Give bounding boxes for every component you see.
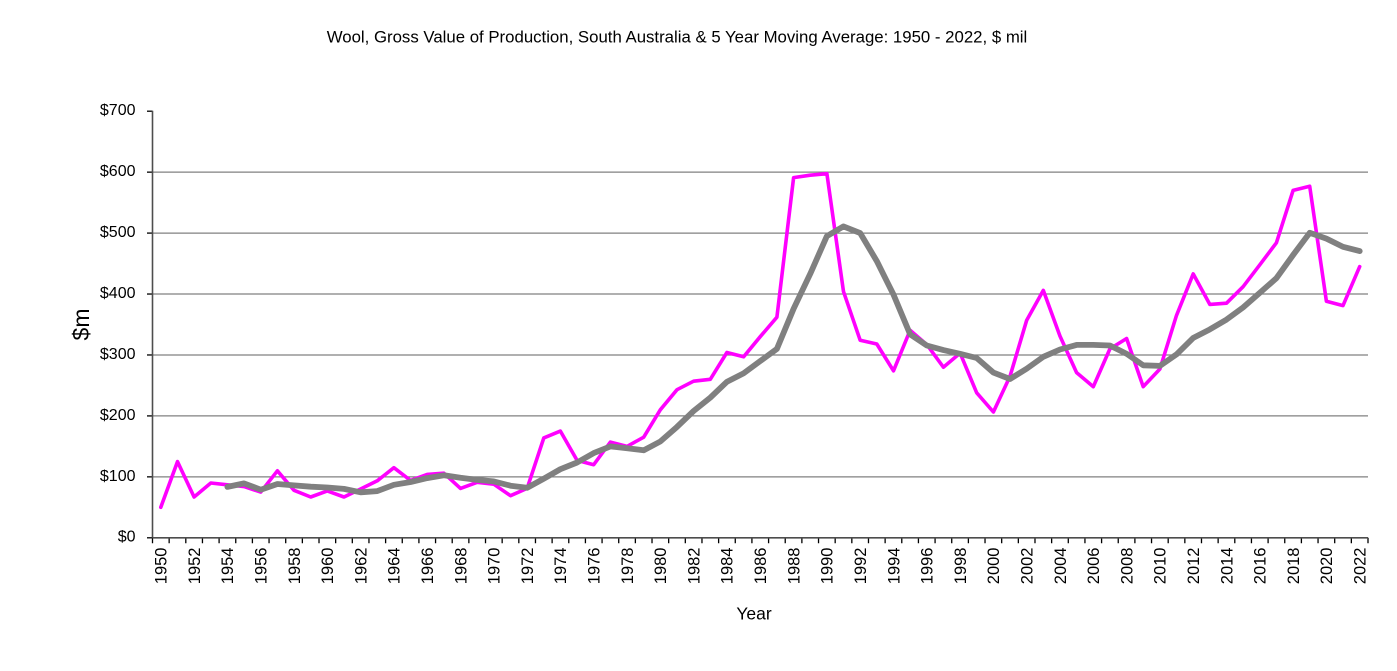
- svg-text:2006: 2006: [1085, 548, 1103, 585]
- svg-text:2002: 2002: [1019, 548, 1037, 585]
- svg-text:2014: 2014: [1218, 548, 1236, 585]
- svg-text:$300: $300: [100, 346, 136, 363]
- svg-text:1966: 1966: [419, 548, 437, 585]
- svg-text:2012: 2012: [1185, 548, 1203, 585]
- svg-text:1974: 1974: [552, 548, 570, 585]
- svg-text:1984: 1984: [719, 548, 737, 585]
- svg-text:2022: 2022: [1352, 548, 1370, 585]
- svg-text:$700: $700: [100, 102, 136, 119]
- svg-text:$m: $m: [68, 309, 94, 341]
- svg-text:1990: 1990: [819, 548, 837, 585]
- svg-text:$200: $200: [100, 407, 136, 424]
- svg-text:1962: 1962: [352, 548, 370, 585]
- svg-text:Year: Year: [736, 604, 772, 624]
- svg-text:1994: 1994: [885, 548, 903, 585]
- svg-text:1956: 1956: [253, 548, 271, 585]
- svg-text:1960: 1960: [319, 548, 337, 585]
- svg-text:1998: 1998: [952, 548, 970, 585]
- svg-text:1986: 1986: [752, 548, 770, 585]
- svg-text:2000: 2000: [985, 548, 1003, 585]
- svg-text:1976: 1976: [586, 548, 604, 585]
- svg-text:2010: 2010: [1152, 548, 1170, 585]
- svg-text:1972: 1972: [519, 548, 537, 585]
- svg-text:$500: $500: [100, 224, 136, 241]
- svg-text:$100: $100: [100, 468, 136, 485]
- svg-text:2016: 2016: [1252, 548, 1270, 585]
- svg-text:$0: $0: [118, 529, 136, 546]
- svg-text:2018: 2018: [1285, 548, 1303, 585]
- svg-text:1964: 1964: [386, 548, 404, 585]
- svg-text:1980: 1980: [652, 548, 670, 585]
- svg-text:1988: 1988: [785, 548, 803, 585]
- svg-text:1970: 1970: [486, 548, 504, 585]
- svg-text:1982: 1982: [685, 548, 703, 585]
- svg-text:1978: 1978: [619, 548, 637, 585]
- svg-text:2008: 2008: [1118, 548, 1136, 585]
- svg-text:1954: 1954: [219, 548, 237, 585]
- svg-text:1958: 1958: [286, 548, 304, 585]
- svg-text:1952: 1952: [186, 548, 204, 585]
- svg-text:$600: $600: [100, 163, 136, 180]
- svg-text:1992: 1992: [852, 548, 870, 585]
- svg-text:2004: 2004: [1052, 548, 1070, 585]
- svg-text:1968: 1968: [452, 548, 470, 585]
- svg-text:1996: 1996: [919, 548, 937, 585]
- svg-text:Wool, Gross Value of Productio: Wool, Gross Value of Production, South A…: [327, 28, 1028, 47]
- svg-text:1950: 1950: [153, 548, 171, 585]
- svg-text:2020: 2020: [1318, 548, 1336, 585]
- svg-text:$400: $400: [100, 285, 136, 302]
